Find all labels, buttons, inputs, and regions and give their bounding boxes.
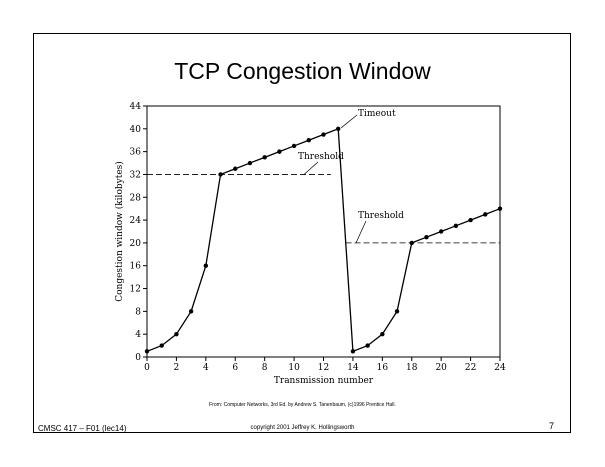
x-tick-label: 0 [144,363,150,373]
y-tick-label: 28 [130,193,142,203]
y-tick-label: 4 [135,330,141,340]
data-point [159,343,164,348]
x-tick-label: 2 [174,363,180,373]
data-point [321,132,326,137]
x-tick-label: 12 [318,363,329,373]
data-point [409,240,414,246]
data-point [203,263,209,268]
x-tick-label: 22 [465,363,476,373]
annotation-threshold-2: Threshold [358,211,404,221]
y-axis-label: Congestion window (kilobytes) [114,161,125,302]
data-point [380,331,385,337]
data-point [497,206,503,211]
x-tick-label: 4 [203,363,209,373]
x-tick-label: 16 [377,363,389,373]
y-tick-label: 16 [130,262,142,272]
footer-copyright: copyright 2001 Jeffrey K. Hollingsworth [250,425,355,431]
y-tick-label: 32 [130,170,141,180]
annotation-timeout-arrow [340,114,358,129]
data-point [144,349,150,354]
y-tick-label: 40 [130,125,142,135]
y-tick-label: 20 [130,239,142,249]
y-tick-label: 0 [135,353,141,363]
data-point [247,160,253,166]
y-tick-label: 12 [130,285,141,295]
data-point [277,149,282,154]
data-point [365,343,370,348]
data-point [350,349,356,354]
data-point [291,143,297,149]
data-point [306,138,311,143]
data-point [424,235,429,240]
y-tick-label: 8 [135,307,141,317]
x-tick-label: 20 [435,363,447,373]
data-point [262,155,267,160]
page-number: 7 [549,421,555,431]
data-point [336,126,341,132]
footer-course: CMSC 417 – F01 (lec14) [38,424,127,433]
x-tick-label: 6 [232,363,238,373]
x-tick-label: 8 [262,363,268,373]
y-tick-label: 24 [130,216,142,226]
y-tick-label: 36 [130,148,142,158]
data-point [468,217,473,223]
x-tick-label: 18 [406,363,418,373]
x-tick-label: 14 [347,363,359,373]
annotation-timeout: Timeout [358,109,396,119]
data-point [218,172,223,177]
plot-area [146,105,501,358]
data-point [394,309,400,314]
data-point [188,309,194,314]
x-axis-label: Transmission number [274,376,374,386]
slide-frame [33,33,571,433]
data-point [453,223,459,228]
annotation-threshold-1: Threshold [298,152,344,162]
x-tick-label: 24 [494,363,506,373]
credit-line: From: Computer Networks, 3rd Ed. by Andr… [209,402,396,408]
annotation-threshold-2-arrow [355,220,367,244]
y-tick-label: 44 [130,102,142,112]
data-point [233,166,238,171]
series-line [146,127,501,353]
data-point [174,331,179,337]
data-point [483,212,488,217]
chart-title: TCP Congestion Window [174,58,431,84]
annotation-threshold-1-arrow [303,161,319,175]
data-point [438,229,444,234]
x-tick-label: 10 [288,363,300,373]
